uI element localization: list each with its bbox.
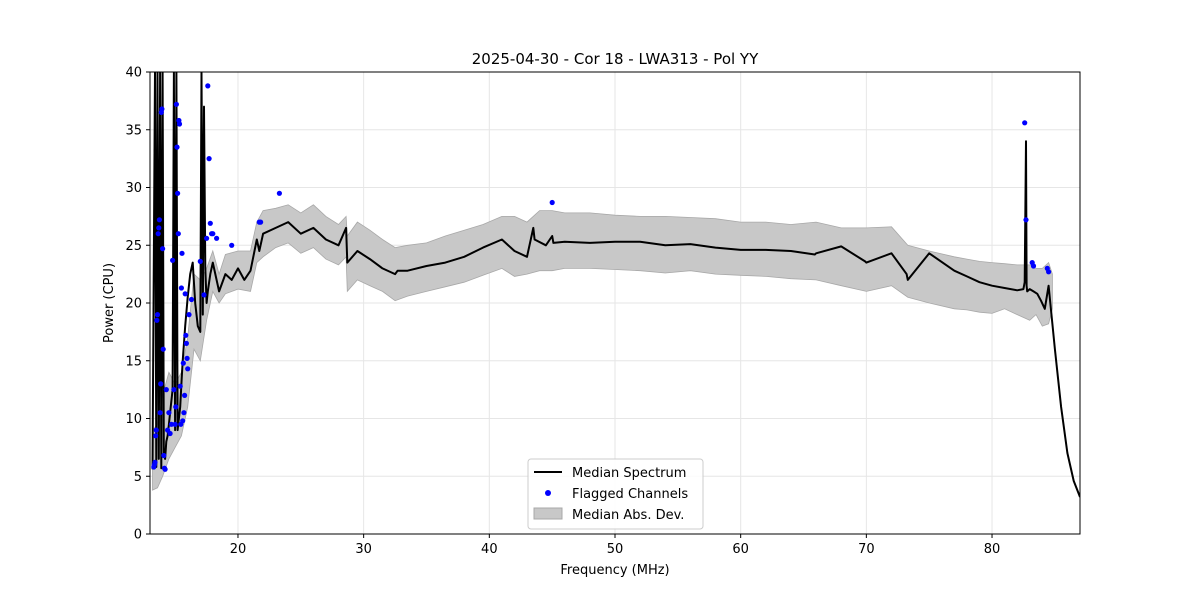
flagged-point xyxy=(188,296,195,303)
flagged-point xyxy=(205,83,211,89)
flagged-point xyxy=(197,258,203,264)
flagged-point xyxy=(178,285,184,291)
flagged-point xyxy=(1030,263,1037,269)
flagged-point xyxy=(204,235,210,241)
flagged-point xyxy=(154,312,161,318)
flagged-point xyxy=(183,340,189,346)
x-tick-label: 70 xyxy=(858,542,875,557)
flagged-point xyxy=(184,355,190,361)
flagged-point xyxy=(181,410,187,416)
flagged-point xyxy=(549,199,555,206)
flagged-point xyxy=(155,231,161,237)
axes: 20 30 40 50 60 70 80 0 5 10 15 20 25 30 35 40 xyxy=(125,66,1000,558)
flagged-point xyxy=(258,219,264,225)
data-layer xyxy=(151,72,1080,498)
y-tick-label: 30 xyxy=(125,181,142,196)
x-tick-label: 60 xyxy=(732,542,749,557)
flagged-point xyxy=(210,231,216,237)
flagged-point xyxy=(160,346,166,352)
y-tick-label: 5 xyxy=(134,470,142,485)
flagged-point xyxy=(156,217,162,223)
flagged-point xyxy=(1022,120,1028,126)
mad-band xyxy=(152,204,1053,491)
flagged-point xyxy=(157,410,163,416)
flagged-point xyxy=(162,466,168,472)
flagged-point xyxy=(180,418,186,424)
flagged-point xyxy=(153,427,159,433)
flagged-point xyxy=(185,366,191,372)
flagged-point xyxy=(1023,217,1029,223)
legend-box xyxy=(527,458,704,530)
flagged-point xyxy=(173,101,179,107)
flagged-point xyxy=(166,410,172,416)
flagged-point xyxy=(276,190,282,196)
y-tick-label: 20 xyxy=(125,297,142,312)
flagged-point xyxy=(174,144,180,150)
flagged-point xyxy=(186,312,192,318)
flagged-point xyxy=(152,459,158,465)
flagged-point xyxy=(168,421,174,427)
flagged-point xyxy=(182,392,188,398)
flagged-point xyxy=(172,421,178,427)
flagged-point xyxy=(1046,269,1052,275)
flagged-point xyxy=(229,242,235,248)
flagged-point xyxy=(176,121,183,127)
flagged-point xyxy=(175,231,181,237)
legend-patch-swatch xyxy=(533,507,563,520)
flagged-point xyxy=(179,250,185,256)
flagged-point xyxy=(206,156,212,162)
flagged-points xyxy=(151,83,1052,472)
flagged-point xyxy=(153,433,159,439)
x-axis-label: Frequency (MHz) xyxy=(560,563,669,578)
y-tick-label: 40 xyxy=(125,66,142,81)
x-tick-label: 40 xyxy=(481,542,498,557)
flagged-point xyxy=(170,257,176,263)
flagged-point xyxy=(163,387,169,393)
y-axis-label: Power (CPU) xyxy=(102,263,117,343)
flagged-point xyxy=(214,235,220,241)
x-tick-label: 20 xyxy=(230,542,247,557)
flagged-point xyxy=(177,383,183,389)
flagged-point xyxy=(173,404,179,410)
legend: Median Spectrum Flagged Channels Median … xyxy=(527,458,704,530)
flagged-point xyxy=(180,360,186,366)
y-tick-label: 15 xyxy=(125,354,142,369)
flagged-point xyxy=(161,452,167,459)
flagged-point xyxy=(171,387,177,393)
flagged-point xyxy=(201,292,207,298)
flagged-point xyxy=(207,220,213,226)
median-spectrum-line xyxy=(151,72,1080,498)
y-tick-label: 10 xyxy=(125,412,142,427)
flagged-point xyxy=(167,430,173,437)
legend-label-median: Median Spectrum xyxy=(572,466,686,481)
x-tick-label: 80 xyxy=(984,542,1001,557)
y-tick-label: 0 xyxy=(134,528,142,543)
chart-title: 2025-04-30 - Cor 18 - LWA313 - Pol YY xyxy=(472,50,759,68)
legend-label-mad: Median Abs. Dev. xyxy=(572,508,684,523)
flagged-point xyxy=(183,332,189,338)
flagged-point xyxy=(159,106,165,112)
legend-label-flagged: Flagged Channels xyxy=(572,487,688,502)
legend-marker-swatch xyxy=(545,490,551,496)
flagged-point xyxy=(175,190,181,196)
x-tick-label: 50 xyxy=(607,542,624,557)
y-tick-label: 25 xyxy=(125,239,142,254)
x-tick-label: 30 xyxy=(355,542,372,557)
y-tick-label: 35 xyxy=(125,123,142,138)
flagged-point xyxy=(156,225,162,231)
flagged-point xyxy=(160,246,166,252)
flagged-point xyxy=(158,381,164,387)
flagged-point xyxy=(182,291,188,297)
flagged-point xyxy=(154,317,160,323)
